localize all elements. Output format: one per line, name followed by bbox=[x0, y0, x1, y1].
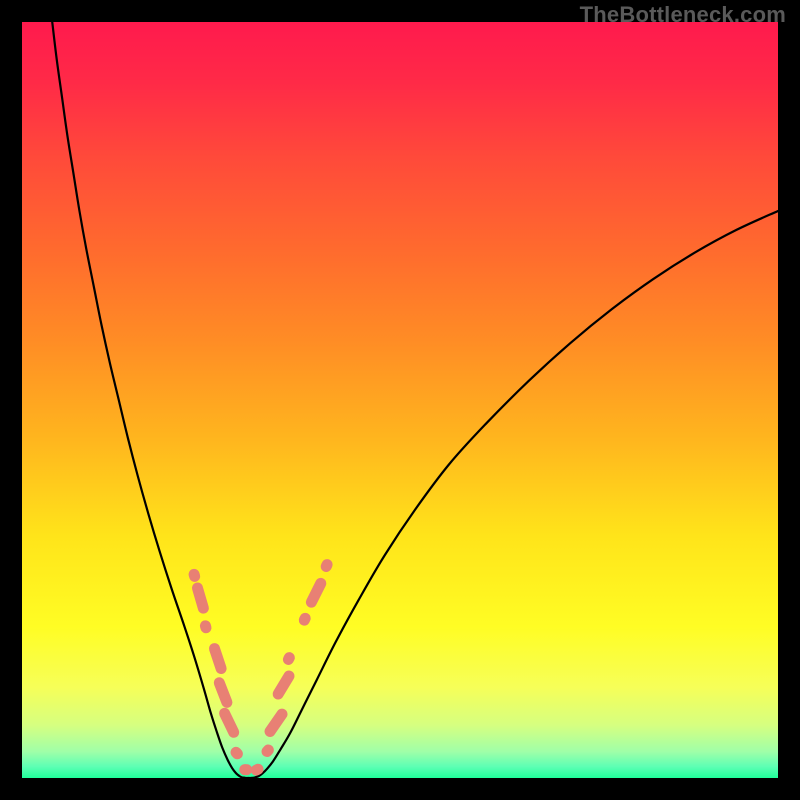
gradient-background bbox=[22, 22, 778, 778]
watermark-text: TheBottleneck.com bbox=[580, 2, 786, 28]
bottleneck-chart: TheBottleneck.com bbox=[0, 0, 800, 800]
chart-canvas bbox=[0, 0, 800, 800]
plot-area bbox=[22, 22, 778, 778]
